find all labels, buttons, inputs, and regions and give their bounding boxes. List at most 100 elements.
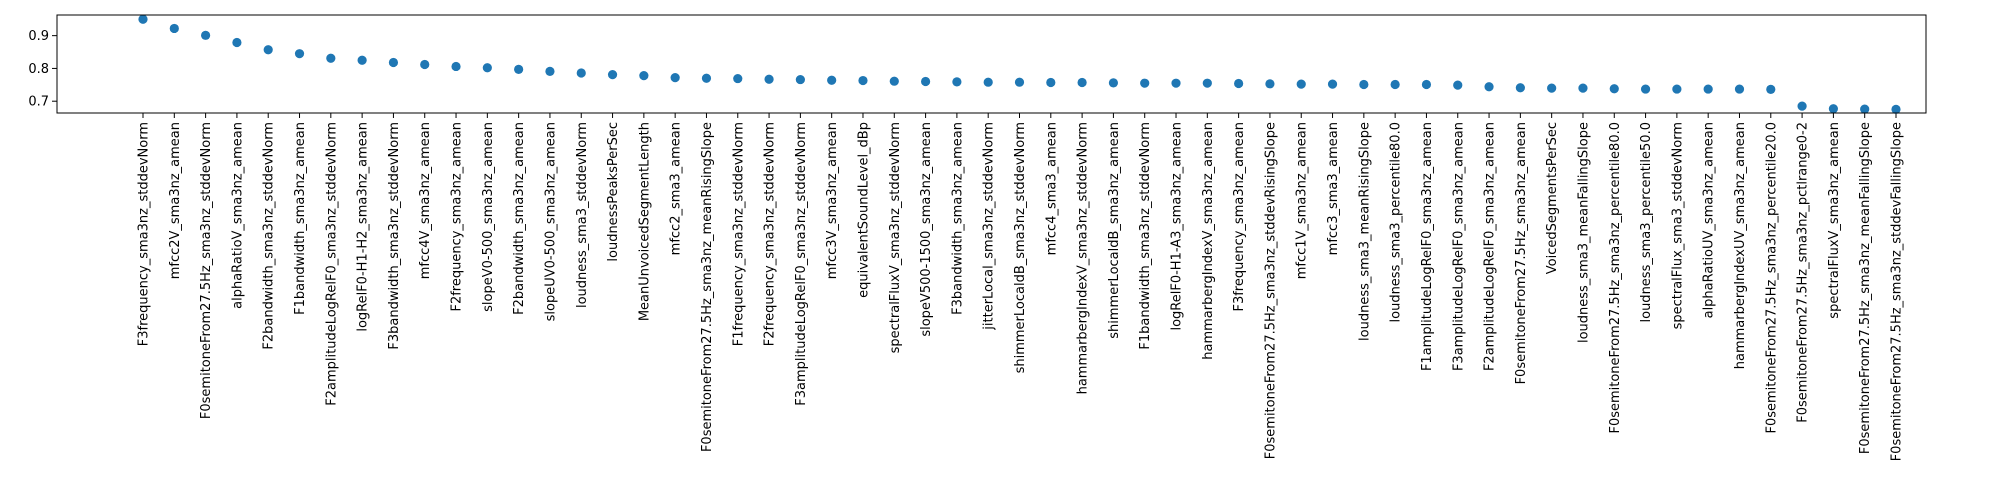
y-tick-label: 0.7 — [28, 95, 49, 110]
x-category-label: spectralFluxV_sma3nz_stddevNorm — [888, 122, 903, 353]
x-category-label: mfcc2_sma3_amean — [669, 122, 684, 255]
x-category-label: F2bandwidth_sma3nz_amean — [512, 122, 527, 315]
x-category-label: shimmerLocaldB_sma3nz_amean — [1107, 122, 1122, 339]
data-point — [1703, 84, 1713, 94]
data-point — [607, 70, 618, 80]
data-point — [1077, 77, 1087, 88]
data-point — [1453, 80, 1463, 90]
data-point — [1171, 78, 1181, 88]
x-category-label: alphaRatioUV_sma3nz_amean — [1702, 122, 1717, 318]
data-point — [326, 53, 336, 63]
x-category-label: VoicedSegmentsPerSec — [1545, 122, 1560, 274]
data-point — [670, 73, 680, 83]
x-category-label: F3amplitudeLogRelF0_sma3nz_stddevNorm — [794, 122, 809, 406]
x-category-label: hammarbergIndexV_sma3nz_amean — [1201, 122, 1216, 360]
x-category-label: F1frequency_sma3nz_stddevNorm — [731, 122, 746, 346]
x-category-label: F3bandwidth_sma3nz_amean — [950, 122, 965, 315]
x-category-label: mfcc2V_sma3nz_amean — [168, 122, 183, 279]
x-category-label: F2amplitudeLogRelF0_sma3nz_amean — [1483, 122, 1498, 371]
data-point — [576, 68, 586, 78]
data-point — [420, 59, 430, 70]
data-point — [357, 55, 367, 65]
x-category-label: slopeV0-500_sma3nz_amean — [481, 122, 496, 312]
x-category-label: F3bandwidth_sma3nz_stddevNorm — [387, 122, 402, 350]
data-point — [1797, 101, 1807, 111]
data-point — [1640, 84, 1651, 94]
x-category-label: hammarbergIndexUV_sma3nz_amean — [1733, 122, 1748, 369]
plot-frame — [56, 14, 1927, 114]
x-category-label: F0semitoneFrom27.5Hz_sma3nz_percentile80… — [1608, 122, 1623, 434]
data-point — [827, 75, 837, 85]
x-category-label: spectralFluxV_sma3nz_amean — [1827, 122, 1842, 319]
data-point — [983, 77, 993, 87]
x-axis: F3frequency_sma3nz_stddevNorm mfcc2V_sma3… — [137, 113, 1905, 461]
x-category-label: slopeV500-1500_sma3nz_amean — [919, 122, 934, 337]
x-category-label: mfcc1V_sma3nz_amean — [1295, 122, 1310, 279]
data-point — [952, 77, 962, 87]
data-point — [294, 49, 305, 59]
x-category-label: mfcc4_sma3_amean — [1044, 122, 1059, 255]
data-point — [263, 45, 273, 55]
data-point — [1828, 104, 1838, 114]
data-point — [232, 37, 242, 48]
data-point — [1547, 83, 1557, 93]
x-category-label: slopeUV0-500_sma3nz_amean — [543, 122, 558, 321]
data-point — [920, 76, 931, 87]
x-category-label: loudness_sma3_stddevNorm — [575, 122, 590, 308]
x-category-label: MeanUnvoicedSegmentLength — [637, 122, 652, 321]
data-point — [1766, 84, 1776, 95]
data-point — [701, 73, 712, 83]
data-point — [1359, 79, 1369, 90]
data-point — [889, 76, 899, 86]
x-category-label: F0semitoneFrom27.5Hz_sma3nz_stddevFallin… — [1890, 122, 1905, 461]
x-category-label: loudness_sma3_meanFallingSlope — [1576, 122, 1591, 343]
x-category-label: F2amplitudeLogRelF0_sma3nz_stddevNorm — [324, 122, 339, 406]
data-point — [169, 23, 179, 34]
x-category-label: F2bandwidth_sma3nz_stddevNorm — [262, 122, 277, 350]
data-point — [1327, 79, 1338, 89]
data-point — [1390, 79, 1400, 90]
x-category-label: F0semitoneFrom27.5Hz_sma3nz_stddevRising… — [1263, 122, 1278, 459]
data-point — [1734, 84, 1745, 94]
data-point — [451, 61, 461, 72]
data-point — [1265, 79, 1275, 89]
data-point — [1891, 104, 1901, 114]
y-tick-label: 0.9 — [28, 29, 49, 44]
data-point — [1672, 84, 1682, 94]
data-points — [138, 14, 1901, 114]
data-point — [639, 71, 649, 81]
x-category-label: jitterLocal_sma3nz_stddevNorm — [982, 122, 997, 331]
x-category-label: alphaRatioV_sma3nz_amean — [230, 122, 245, 309]
data-point — [201, 30, 211, 40]
x-category-label: F0semitoneFrom27.5Hz_sma3nz_pctlrange0-2 — [1796, 122, 1811, 423]
data-point — [1202, 78, 1212, 88]
data-point — [733, 73, 743, 84]
x-category-label: mfcc4V_sma3nz_amean — [418, 122, 433, 279]
data-point — [1014, 77, 1025, 87]
x-category-label: loudnessPeaksPerSec — [606, 122, 621, 262]
data-point — [858, 75, 868, 86]
data-point — [1484, 82, 1494, 92]
data-point — [1860, 104, 1870, 114]
x-category-label: hammarbergIndexV_sma3nz_stddevNorm — [1076, 122, 1091, 394]
data-point — [1421, 79, 1432, 90]
data-point — [764, 74, 774, 84]
x-category-label: F3frequency_sma3nz_amean — [1232, 122, 1247, 312]
x-category-label: mfcc3V_sma3nz_amean — [825, 122, 840, 279]
data-point — [1140, 78, 1150, 88]
y-axis: 0.7 0.8 0.9 — [28, 29, 57, 110]
x-category-label: F0semitoneFrom27.5Hz_sma3nz_percentile20… — [1764, 122, 1779, 434]
data-point — [138, 14, 148, 24]
data-point — [1515, 83, 1525, 93]
x-category-label: F2frequency_sma3nz_amean — [450, 122, 465, 312]
x-category-label: F3amplitudeLogRelF0_sma3nz_amean — [1451, 122, 1466, 371]
x-category-label: F2frequency_sma3nz_stddevNorm — [763, 122, 778, 346]
x-category-label: F1bandwidth_sma3nz_stddevNorm — [1138, 122, 1153, 350]
x-category-label: F0semitoneFrom27.5Hz_sma3nz_amean — [1514, 122, 1529, 384]
data-point — [1108, 78, 1119, 88]
data-point — [545, 66, 555, 76]
data-point — [1296, 79, 1306, 89]
x-category-label: loudness_sma3_percentile80.0 — [1389, 122, 1404, 322]
data-point — [1046, 77, 1056, 88]
